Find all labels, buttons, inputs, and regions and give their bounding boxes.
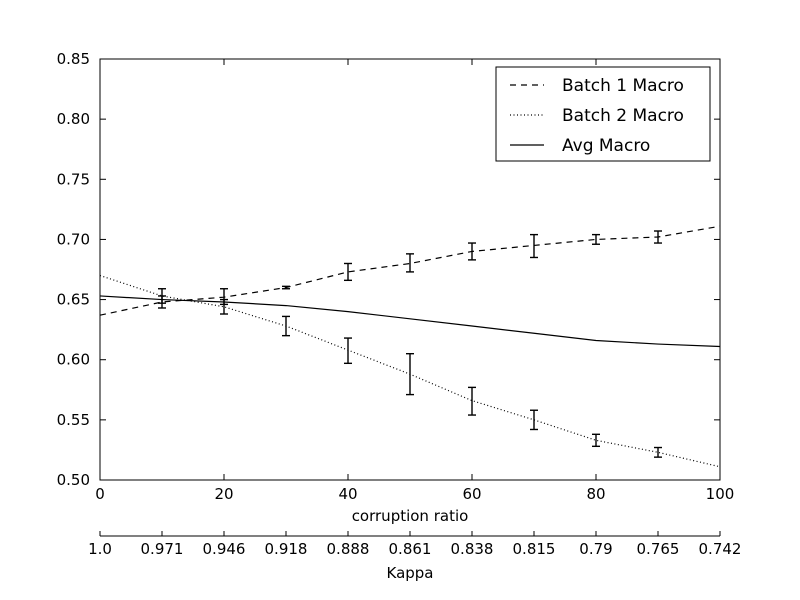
error-bar-batch-1-macro [654,230,662,244]
x-tick-label: 100 [706,485,735,503]
y-tick-label: 0.50 [57,471,90,489]
kappa-tick-label: 0.765 [637,540,680,558]
y-tick-label: 0.85 [57,50,90,68]
error-bar-batch-2-macro [406,353,414,396]
error-bar-batch-2-macro [158,288,166,304]
x-tick-label: 0 [95,485,105,503]
error-bar-batch-2-macro [282,315,290,337]
kappa-tick-label: 0.815 [513,540,556,558]
kappa-tick-label: 0.971 [141,540,184,558]
y-tick-label: 0.75 [57,170,90,188]
kappa-ticks: 1.0 0.971 0.946 0.918 0.888 0.861 0.838 0.815 0.… [88,531,741,558]
y-tick-label: 0.60 [57,351,90,369]
y-tick-label: 0.70 [57,230,90,248]
legend-label-avg: Avg Macro [562,136,650,156]
kappa-tick-label: 0.861 [389,540,432,558]
legend: Batch 1 Macro Batch 2 Macro Avg Macro [495,66,711,162]
error-bar-batch-1-macro [282,285,290,290]
error-bar-batch-1-macro [406,253,414,273]
ticks-layer: 0 20 40 60 80 100 0.50 0.55 0.60 0.65 0.70 0.75 0.80… [57,50,735,503]
error-bar-batch-1-macro [592,233,600,245]
series-line-avg-macro [99,295,721,348]
kappa-axis: 1.0 0.971 0.946 0.918 0.888 0.861 0.838 0.815 0.… [88,531,741,558]
kappa-tick-label: 0.838 [451,540,494,558]
kappa-axis-label: Kappa [387,564,434,582]
error-bar-batch-2-macro [344,337,352,365]
error-bar-batch-2-macro [592,433,600,448]
error-bar-batch-1-macro [530,233,538,259]
y-tick-label: 0.65 [57,291,90,309]
y-tick-label: 0.80 [57,110,90,128]
error-bar-batch-2-macro [654,446,662,458]
error-bar-batch-2-macro [530,409,538,431]
legend-label-batch2: Batch 2 Macro [562,106,684,126]
series-layer [99,225,721,468]
x-tick-label: 60 [462,485,481,503]
error-bar-batch-1-macro [468,242,476,261]
kappa-tick-label: 0.79 [579,540,612,558]
kappa-tick-label: 0.888 [327,540,370,558]
kappa-tick-label: 0.946 [203,540,246,558]
x-tick-label: 20 [214,485,233,503]
x-tick-label: 80 [586,485,605,503]
x-axis-label: corruption ratio [352,507,469,525]
error-bar-batch-2-macro [468,386,476,416]
series-line-batch-1-macro [99,225,721,316]
legend-label-batch1: Batch 1 Macro [562,76,684,96]
kappa-tick-label: 0.742 [699,540,742,558]
kappa-tick-label: 1.0 [88,540,112,558]
kappa-tick-label: 0.918 [265,540,308,558]
y-tick-label: 0.55 [57,411,90,429]
x-tick-label: 40 [338,485,357,503]
error-bar-batch-1-macro [344,262,352,282]
